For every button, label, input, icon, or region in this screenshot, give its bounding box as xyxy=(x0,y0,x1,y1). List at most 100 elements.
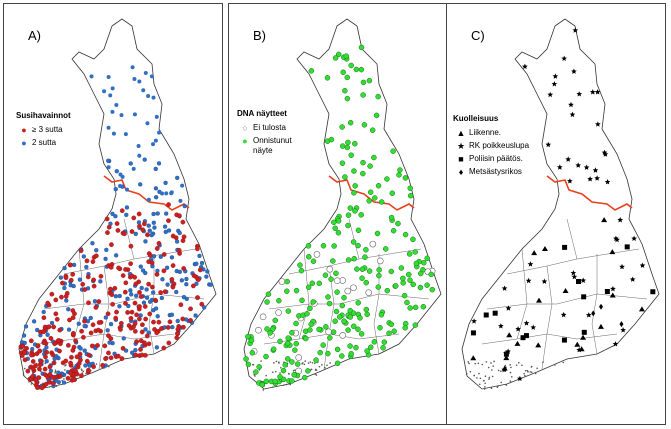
dna-sample-success xyxy=(355,242,361,249)
traffic-death-marker xyxy=(562,287,569,293)
square-icon: ■ xyxy=(458,154,464,164)
traffic-death-marker xyxy=(535,342,542,348)
observation-2-wolves xyxy=(128,288,133,293)
observation-2-wolves xyxy=(61,380,67,385)
observation-3plus-wolves xyxy=(154,246,160,251)
observation-2-wolves xyxy=(107,340,112,345)
dna-sample-success xyxy=(297,262,303,268)
archipelago-island xyxy=(55,385,58,387)
archipelago-island xyxy=(469,370,472,373)
dna-sample-success xyxy=(367,189,374,195)
observation-2-wolves xyxy=(151,211,156,217)
archipelago-island xyxy=(301,362,303,365)
observation-3plus-wolves xyxy=(106,224,112,230)
dna-sample-success xyxy=(376,272,382,279)
observation-2-wolves xyxy=(155,314,160,319)
archipelago-island xyxy=(509,380,512,382)
observation-3plus-wolves xyxy=(144,333,150,339)
derogation-permit-marker xyxy=(612,341,619,347)
observation-2-wolves xyxy=(175,318,180,324)
archipelago-island xyxy=(500,370,502,373)
observation-3plus-wolves xyxy=(82,287,88,292)
dna-sample-success xyxy=(350,310,357,316)
observation-3plus-wolves xyxy=(131,215,137,221)
observation-3plus-wolves xyxy=(140,227,146,233)
dna-sample-no-result xyxy=(326,265,334,273)
observation-3plus-wolves xyxy=(142,304,148,309)
derogation-permit-marker xyxy=(501,285,508,291)
traffic-death-marker xyxy=(503,355,510,361)
derogation-permit-marker xyxy=(631,235,637,241)
observation-3plus-wolves xyxy=(132,328,138,334)
dna-sample-success xyxy=(345,257,352,263)
legend-item: RK poikkeuslupa xyxy=(469,141,530,150)
observation-2-wolves xyxy=(199,260,205,266)
dna-sample-success xyxy=(353,66,360,73)
observation-3plus-wolves xyxy=(41,329,46,335)
observation-2-wolves xyxy=(137,79,142,84)
dna-sample-success xyxy=(412,322,419,328)
archipelago-island xyxy=(260,360,262,362)
observation-3plus-wolves xyxy=(88,330,94,336)
dna-sample-success xyxy=(376,267,382,273)
dna-sample-success xyxy=(360,159,366,166)
derogation-permit-marker xyxy=(576,91,583,97)
dna-sample-success xyxy=(320,243,327,249)
dna-sample-success xyxy=(330,329,337,335)
dna-sample-success xyxy=(397,167,403,173)
region-border xyxy=(73,218,135,340)
observation-2-wolves xyxy=(169,255,175,260)
observation-3plus-wolves xyxy=(104,216,110,222)
observation-2-wolves xyxy=(149,74,154,79)
archipelago-island xyxy=(314,362,316,365)
dna-sample-success xyxy=(253,369,259,375)
observation-3plus-wolves xyxy=(42,372,48,378)
observation-3plus-wolves xyxy=(134,339,140,344)
dna-sample-success xyxy=(339,302,346,309)
observation-3plus-wolves xyxy=(132,321,138,327)
observation-2-wolves xyxy=(153,306,159,311)
dna-sample-success xyxy=(335,51,342,58)
observation-2-wolves xyxy=(153,166,158,172)
observation-2-wolves xyxy=(113,214,118,219)
observation-3plus-wolves xyxy=(143,316,149,322)
observation-2-wolves xyxy=(147,299,153,304)
dna-sample-success xyxy=(308,321,314,328)
star-icon: ★ xyxy=(456,141,466,151)
dna-sample-success xyxy=(347,314,354,320)
observation-3plus-wolves xyxy=(174,335,180,341)
dna-sample-success xyxy=(322,272,329,278)
dna-sample-success xyxy=(285,308,292,314)
dna-sample-success xyxy=(382,246,389,252)
dna-sample-success xyxy=(249,350,256,356)
observation-2-wolves xyxy=(158,254,163,259)
archipelago-island xyxy=(292,369,295,372)
observation-2-wolves xyxy=(82,348,87,353)
observation-3plus-wolves xyxy=(46,324,52,330)
observation-3plus-wolves xyxy=(96,299,102,304)
legend-title: Kuolleisuus xyxy=(453,114,499,123)
observation-2-wolves xyxy=(165,282,170,287)
police-decision-marker xyxy=(650,289,656,295)
dna-sample-success xyxy=(335,218,342,224)
observation-3plus-wolves xyxy=(44,350,50,355)
observation-3plus-wolves xyxy=(48,336,54,341)
archipelago-island xyxy=(562,361,565,364)
observation-3plus-wolves xyxy=(180,238,186,243)
dna-sample-success xyxy=(292,347,298,353)
observation-3plus-wolves xyxy=(29,352,34,358)
observation-2-wolves xyxy=(31,319,37,324)
dna-sample-success xyxy=(307,327,313,333)
derogation-permit-marker xyxy=(527,261,534,267)
observation-2-wolves xyxy=(103,315,108,320)
derogation-permit-marker xyxy=(515,326,521,332)
observation-2-wolves xyxy=(174,239,180,244)
archipelago-island xyxy=(484,375,487,378)
observation-2-wolves xyxy=(154,345,160,350)
dna-sample-success xyxy=(360,92,366,98)
derogation-permit-marker xyxy=(571,273,578,280)
observation-2-wolves xyxy=(177,230,182,236)
observation-2-wolves xyxy=(62,285,67,291)
dna-sample-success xyxy=(309,280,316,287)
observation-3plus-wolves xyxy=(108,286,113,292)
